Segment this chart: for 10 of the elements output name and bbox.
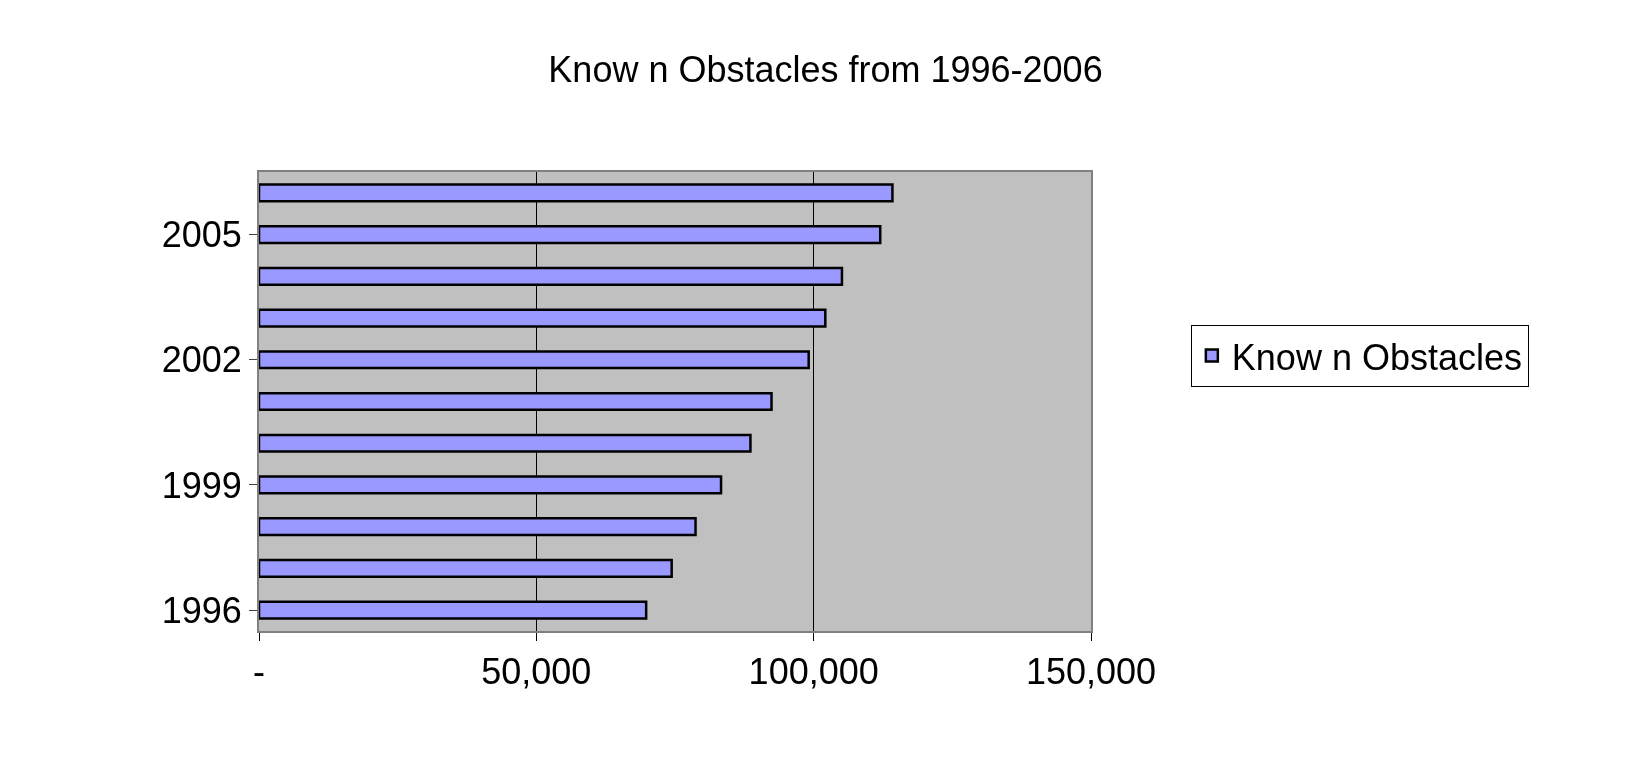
x-tick-label: 50,000 [481, 651, 592, 693]
y-tick-label: 1999 [161, 464, 242, 506]
y-tick-label: 2005 [161, 214, 242, 256]
x-tick-label: 100,000 [748, 651, 879, 693]
legend-label: Know n Obstacles [1231, 336, 1522, 378]
y-tick-label: 2002 [161, 339, 242, 381]
chart-title: Know n Obstacles from 1996-2006 [548, 48, 1103, 90]
y-tick-label: 1996 [161, 589, 242, 631]
x-tick-label: - [253, 651, 265, 693]
x-tick-label: 150,000 [1025, 651, 1157, 693]
